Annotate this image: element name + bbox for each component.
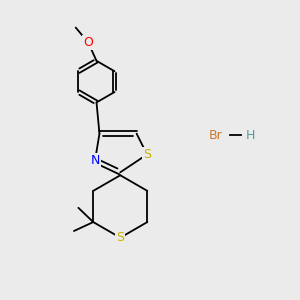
Text: S: S <box>116 231 124 244</box>
Text: Br: Br <box>208 129 222 142</box>
Text: O: O <box>83 36 93 49</box>
Text: S: S <box>143 148 151 161</box>
Text: H: H <box>246 129 255 142</box>
Text: N: N <box>90 154 100 167</box>
